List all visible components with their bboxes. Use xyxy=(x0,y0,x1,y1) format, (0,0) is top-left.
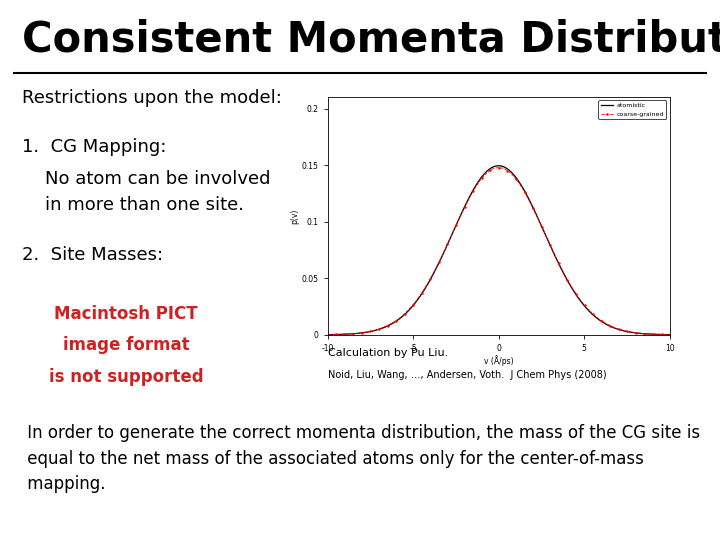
Text: In order to generate the correct momenta distribution, the mass of the CG site i: In order to generate the correct momenta… xyxy=(22,424,700,494)
atomistic xyxy=(411,299,420,306)
coarse-grained xyxy=(384,322,392,328)
Text: is not supported: is not supported xyxy=(49,368,203,386)
atomistic xyxy=(665,332,674,338)
atomistic xyxy=(526,198,534,204)
Text: image format: image format xyxy=(63,336,189,354)
atomistic xyxy=(494,163,503,169)
Text: Noid, Liu, Wang, …, Andersen, Voth.  J Chem Phys (2008): Noid, Liu, Wang, …, Andersen, Voth. J Ch… xyxy=(328,370,606,380)
Text: No atom can be involved
    in more than one site.: No atom can be involved in more than one… xyxy=(22,170,270,214)
Legend: atomistic, coarse-grained: atomistic, coarse-grained xyxy=(598,100,667,119)
Text: Macintosh PICT: Macintosh PICT xyxy=(54,305,198,323)
atomistic xyxy=(552,256,561,262)
Line: atomistic: atomistic xyxy=(328,166,670,335)
coarse-grained xyxy=(552,255,561,262)
Text: 2.  Site Masses:: 2. Site Masses: xyxy=(22,246,163,264)
coarse-grained xyxy=(411,299,420,305)
Text: Consistent Momenta Distribution: Consistent Momenta Distribution xyxy=(22,19,720,61)
coarse-grained xyxy=(665,332,674,338)
atomistic xyxy=(478,173,487,179)
coarse-grained xyxy=(478,174,487,181)
atomistic xyxy=(323,332,332,338)
coarse-grained xyxy=(323,332,332,338)
coarse-grained xyxy=(581,303,590,310)
Text: Calculation by Pu Liu.: Calculation by Pu Liu. xyxy=(328,348,448,359)
Text: 1.  CG Mapping:: 1. CG Mapping: xyxy=(22,138,166,156)
coarse-grained xyxy=(526,198,534,205)
atomistic xyxy=(384,322,392,329)
Y-axis label: p(v): p(v) xyxy=(289,208,299,224)
coarse-grained xyxy=(494,164,503,171)
X-axis label: v (Å/ps): v (Å/ps) xyxy=(484,356,513,367)
Text: Restrictions upon the model:: Restrictions upon the model: xyxy=(22,89,282,107)
Line: coarse-grained: coarse-grained xyxy=(326,166,671,336)
atomistic xyxy=(581,304,590,310)
